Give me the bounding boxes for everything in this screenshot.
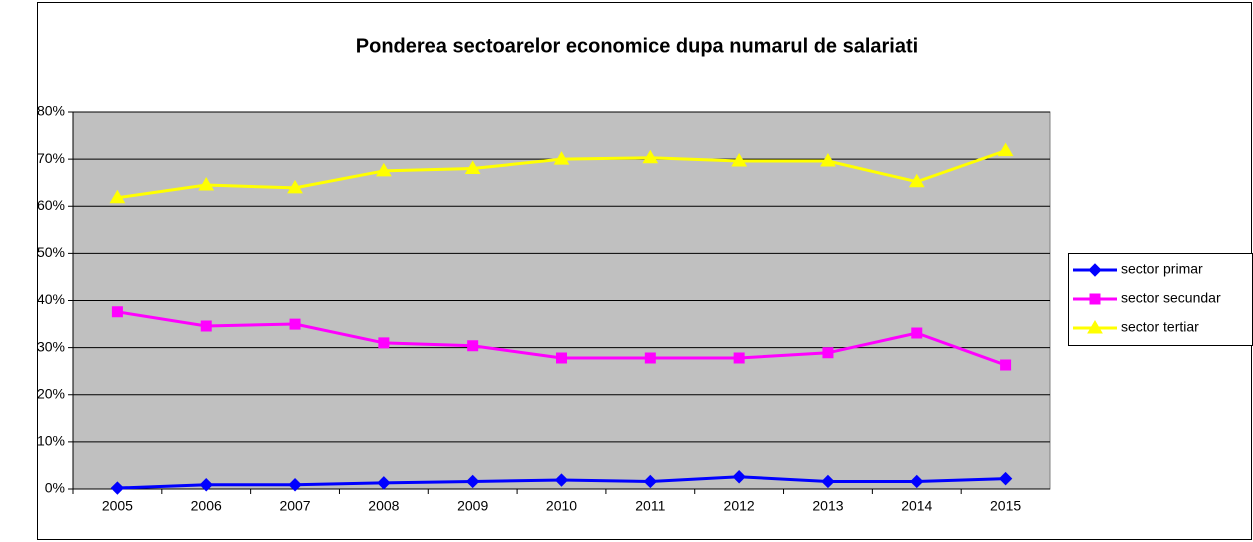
legend-marker (1089, 293, 1101, 305)
marker (198, 177, 215, 191)
marker (553, 151, 570, 165)
marker (377, 476, 391, 490)
legend-label: sector primar (1121, 261, 1203, 277)
y-tick-label: 40% (37, 291, 65, 307)
x-tick-label: 2009 (457, 498, 488, 514)
marker (199, 478, 213, 492)
x-tick-label: 2008 (368, 498, 399, 514)
marker (378, 337, 390, 349)
marker (732, 470, 746, 484)
y-tick-label: 20% (37, 385, 65, 401)
x-tick-label: 2005 (102, 498, 133, 514)
marker (908, 173, 925, 188)
marker (109, 189, 126, 204)
marker (733, 352, 745, 364)
x-tick-label: 2013 (812, 498, 843, 514)
marker (287, 179, 303, 194)
legend-marker (1087, 320, 1103, 334)
marker (375, 162, 392, 177)
chart-title: Ponderea sectoarelor economice dupa numa… (356, 35, 918, 57)
marker (642, 149, 659, 164)
marker (556, 352, 567, 364)
marker (731, 153, 748, 167)
marker (288, 478, 302, 492)
x-tick-label: 2015 (990, 498, 1021, 514)
y-tick-label: 80% (37, 103, 65, 119)
y-tick-label: 10% (37, 433, 65, 449)
marker (1000, 359, 1012, 371)
marker (464, 160, 481, 175)
x-tick-label: 2007 (279, 498, 310, 514)
marker (111, 306, 123, 318)
marker (822, 347, 834, 359)
y-tick-label: 60% (37, 197, 65, 213)
legend-marker (1088, 263, 1102, 277)
x-tick-label: 2006 (191, 498, 222, 514)
y-tick-label: 30% (37, 338, 65, 354)
legend-label: sector tertiar (1121, 319, 1199, 335)
y-tick-label: 50% (37, 244, 65, 260)
marker (911, 327, 923, 339)
marker (200, 320, 212, 332)
x-tick-label: 2012 (724, 498, 755, 514)
y-tick-label: 0% (45, 480, 65, 496)
marker (465, 474, 480, 489)
marker (643, 474, 658, 489)
marker (821, 474, 835, 489)
marker (110, 481, 125, 495)
marker (467, 340, 479, 352)
marker (644, 352, 656, 364)
marker (998, 471, 1013, 486)
x-tick-label: 2014 (901, 498, 932, 514)
marker (554, 473, 569, 487)
y-tick-label: 70% (37, 150, 65, 166)
legend-label: sector secundar (1121, 290, 1221, 306)
x-tick-label: 2011 (635, 498, 665, 514)
x-tick-label: 2010 (546, 498, 577, 514)
marker (820, 153, 836, 167)
marker (910, 474, 924, 489)
marker (289, 318, 301, 330)
marker (997, 142, 1014, 157)
